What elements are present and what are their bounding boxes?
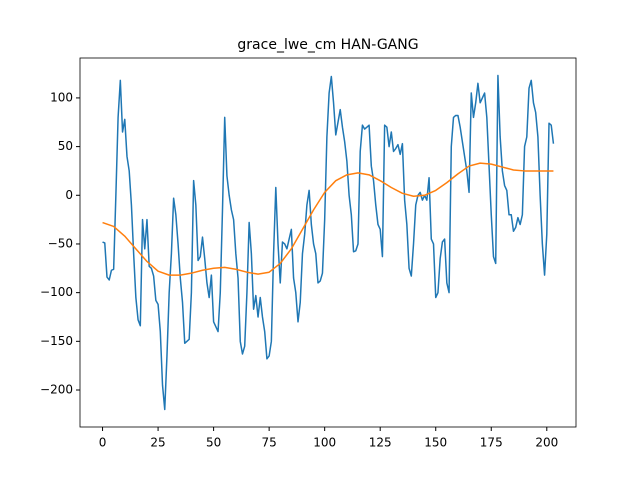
x-tick-label: 200 <box>535 436 558 450</box>
line-series <box>102 74 555 411</box>
x-tick-label: 175 <box>480 436 503 450</box>
y-tick-label: 0 <box>65 188 73 202</box>
x-tick-label: 0 <box>99 436 107 450</box>
x-tick-label: 50 <box>206 436 221 450</box>
x-tick-label: 150 <box>424 436 447 450</box>
chart-title: grace_lwe_cm HAN-GANG <box>237 37 418 53</box>
x-tick-label: 125 <box>369 436 392 450</box>
y-tick-label: 100 <box>50 90 73 104</box>
y-tick-label: −150 <box>40 334 73 348</box>
y-tick-label: 50 <box>58 139 73 153</box>
line-series <box>102 162 554 276</box>
x-tick-label: 100 <box>313 436 336 450</box>
y-tick-label: −200 <box>40 383 73 397</box>
plot-frame <box>79 57 577 428</box>
y-tick-label: −50 <box>48 236 73 250</box>
x-tick-label: 25 <box>150 436 165 450</box>
y-tick-label: −100 <box>40 285 73 299</box>
x-tick-label: 75 <box>261 436 276 450</box>
